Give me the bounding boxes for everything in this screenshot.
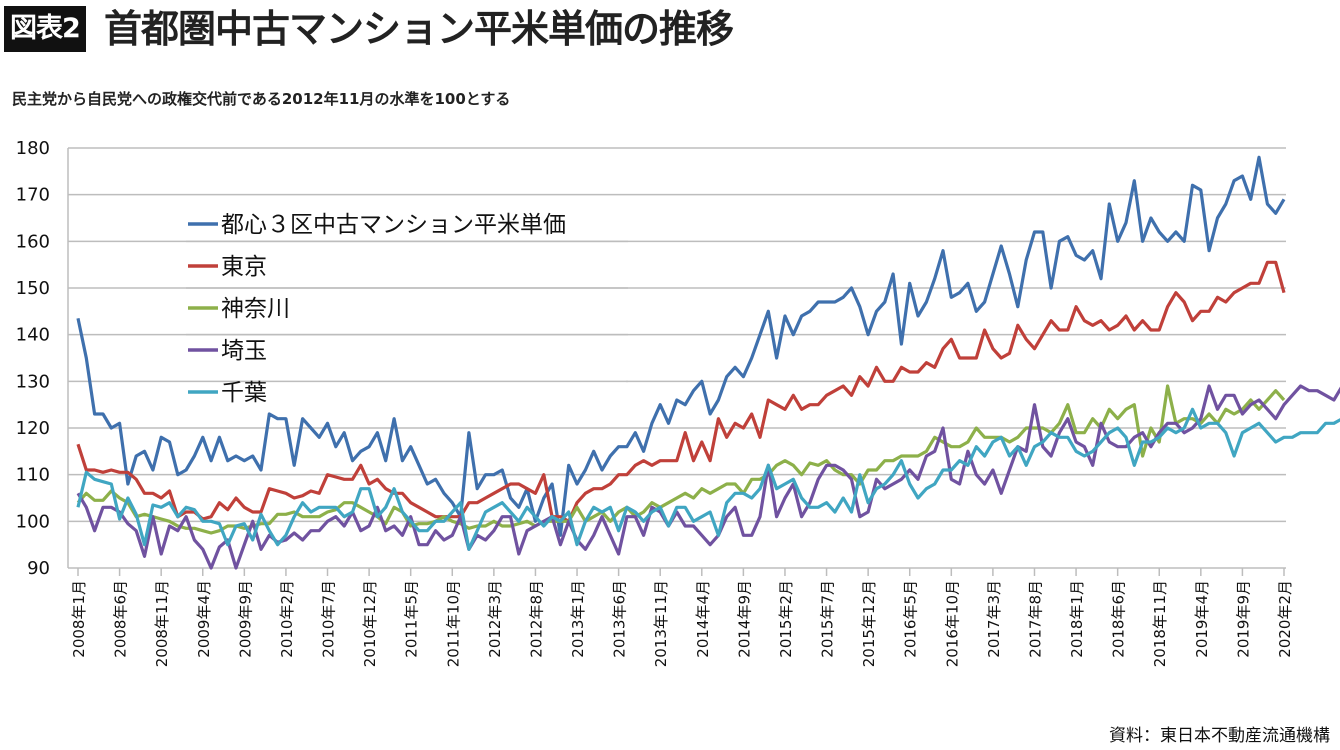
x-tick-label: 2008年6月 bbox=[112, 580, 130, 658]
x-axis: 2008年1月 2008年6月 2008年11月 2009年4月 2009年9月 2010… bbox=[70, 568, 1294, 667]
series-line-0 bbox=[76, 155, 1286, 537]
series-line-4 bbox=[76, 407, 1340, 551]
y-axis: 90 100 110 120 130 140 150 160 170 180 bbox=[16, 138, 69, 579]
legend-label-3: 埼玉 bbox=[221, 338, 267, 364]
x-tick-label: 2013年11月 bbox=[652, 580, 670, 667]
x-tick-label: 2014年9月 bbox=[735, 580, 753, 658]
y-tick-label: 90 bbox=[27, 558, 50, 579]
x-tick-label: 2012年8月 bbox=[527, 580, 545, 658]
x-tick-label: 2011年5月 bbox=[403, 580, 421, 658]
series-lines bbox=[76, 155, 1340, 570]
legend-label-2: 神奈川 bbox=[221, 296, 290, 322]
y-tick-label: 100 bbox=[16, 511, 50, 532]
x-tick-label: 2018年1月 bbox=[1068, 580, 1086, 658]
series-line-1 bbox=[76, 260, 1286, 523]
legend-label-0: 都心３区中古マンション平米単価 bbox=[221, 212, 566, 238]
series-line-2 bbox=[76, 384, 1286, 535]
legend-bg bbox=[186, 252, 626, 282]
y-tick-label: 150 bbox=[16, 278, 50, 299]
y-tick-label: 110 bbox=[16, 465, 50, 486]
x-tick-label: 2016年10月 bbox=[943, 580, 961, 667]
y-tick-label: 180 bbox=[16, 138, 50, 159]
x-tick-label: 2018年6月 bbox=[1110, 580, 1128, 658]
y-tick-label: 140 bbox=[16, 325, 50, 346]
legend-label-4: 千葉 bbox=[221, 380, 267, 406]
x-tick-label: 2015年7月 bbox=[819, 580, 837, 658]
x-tick-label: 2009年4月 bbox=[195, 580, 213, 658]
legend-bg bbox=[186, 210, 626, 240]
x-tick-label: 2010年7月 bbox=[320, 580, 338, 658]
x-tick-label: 2019年4月 bbox=[1193, 580, 1211, 658]
legend-label-1: 東京 bbox=[221, 254, 267, 280]
x-tick-label: 2013年1月 bbox=[569, 580, 587, 658]
x-tick-label: 2008年11月 bbox=[153, 580, 171, 667]
legend-bg bbox=[186, 378, 626, 408]
y-tick-label: 170 bbox=[16, 185, 50, 206]
x-tick-label: 2018年11月 bbox=[1151, 580, 1169, 667]
x-tick-label: 2019年9月 bbox=[1234, 580, 1252, 658]
x-tick-label: 2013年6月 bbox=[611, 580, 629, 658]
x-tick-label: 2012年3月 bbox=[486, 580, 504, 658]
y-tick-label: 160 bbox=[16, 231, 50, 252]
y-tick-label: 130 bbox=[16, 371, 50, 392]
y-tick-label: 120 bbox=[16, 418, 50, 439]
x-tick-label: 2017年3月 bbox=[985, 580, 1003, 658]
x-tick-label: 2010年12月 bbox=[361, 580, 379, 667]
x-tick-label: 2015年2月 bbox=[777, 580, 795, 658]
x-tick-label: 2010年2月 bbox=[278, 580, 296, 658]
legend-bg bbox=[186, 336, 626, 366]
source-note: 資料：東日本不動産流通機構 bbox=[1109, 726, 1330, 746]
chart-title: 首都圏中古マンション平米単価の推移 bbox=[104, 7, 734, 51]
figure-number-badge: 図表2 bbox=[4, 6, 86, 52]
x-tick-label: 2014年4月 bbox=[694, 580, 712, 658]
chart-subtitle: 民主党から自民党への政権交代前である2012年11月の水準を100とする bbox=[12, 90, 511, 108]
x-tick-label: 2017年8月 bbox=[1026, 580, 1044, 658]
x-tick-label: 2011年10月 bbox=[444, 580, 462, 667]
grid-lines bbox=[68, 147, 1286, 569]
legend-bg bbox=[186, 294, 626, 324]
x-tick-label: 2020年2月 bbox=[1276, 580, 1294, 658]
x-tick-label: 2009年9月 bbox=[236, 580, 254, 658]
x-tick-label: 2008年1月 bbox=[70, 580, 88, 658]
x-tick-label: 2016年5月 bbox=[902, 580, 920, 658]
x-tick-label: 2015年12月 bbox=[860, 580, 878, 667]
series-line-3 bbox=[76, 384, 1340, 570]
